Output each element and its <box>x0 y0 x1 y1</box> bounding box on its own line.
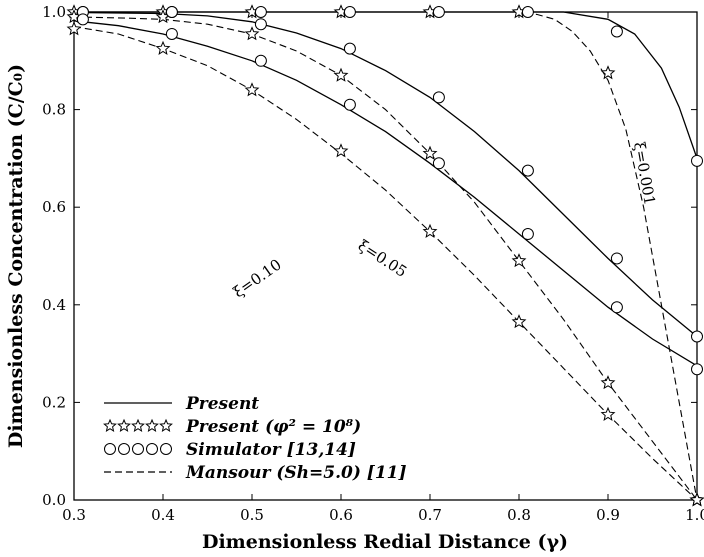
star-point-xi-005 <box>422 145 438 160</box>
x-tick-label: 0.5 <box>240 506 264 524</box>
legend-circle-marker <box>118 443 130 455</box>
present-line-xi-010 <box>73 20 698 367</box>
star-point-xi-005 <box>511 253 527 268</box>
x-tick-label: 0.9 <box>596 506 620 524</box>
x-tick-label: 0.7 <box>418 506 442 524</box>
circle-point-xi-010 <box>165 27 178 40</box>
circle-point-xi-010 <box>691 363 703 376</box>
legend-star-marker <box>103 418 117 432</box>
circle-point-xi-005 <box>254 18 267 31</box>
present-line-xi-005 <box>73 11 698 338</box>
mansour-dashed-line-xi-010 <box>73 26 698 501</box>
star-point-xi-005 <box>600 375 616 390</box>
circle-point-xi-005 <box>432 91 445 104</box>
circle-point-xi-0001 <box>432 6 445 18</box>
circle-point-xi-010 <box>521 228 534 241</box>
star-point-xi-010 <box>66 21 82 36</box>
legend: Present Present (φ² = 10⁸) Simulator [13… <box>103 394 407 483</box>
circle-point-xi-010 <box>610 301 623 314</box>
circle-point-xi-0001 <box>254 6 267 18</box>
legend-circle-marker <box>146 443 158 455</box>
legend-circle-marker <box>104 443 116 455</box>
y-axis-title: Dimensionless Concentration (C/C₀) <box>5 64 27 448</box>
circle-point-xi-005 <box>610 252 623 265</box>
legend-label-simulator: Simulator [13,14] <box>186 440 356 460</box>
star-point-xi-010 <box>600 406 616 421</box>
star-point-xi-010 <box>422 223 438 238</box>
star-point-xi-010 <box>689 492 704 507</box>
legend-star-marker <box>117 418 131 432</box>
annotation-xi-010: ξ=0.10 <box>230 255 285 301</box>
x-tick-label: 0.4 <box>151 506 175 524</box>
circle-point-xi-005 <box>521 164 534 177</box>
legend-label-mansour: Mansour (Sh=5.0) [11] <box>185 463 407 483</box>
circle-point-xi-0001 <box>691 154 703 167</box>
x-tick-label: 1.0 <box>685 506 704 524</box>
star-point-xi-010 <box>333 143 349 158</box>
y-tick-label: 1.0 <box>42 3 66 21</box>
star-point-xi-005 <box>333 67 349 82</box>
circle-point-xi-0001 <box>343 6 356 18</box>
x-tick-label: 0.8 <box>507 506 531 524</box>
legend-star-swatch <box>103 418 173 432</box>
y-tick-label: 0.8 <box>42 101 66 119</box>
circle-point-xi-010 <box>76 13 89 26</box>
star-point-xi-0001 <box>600 65 616 80</box>
star-point-xi-005 <box>244 26 260 41</box>
legend-star-marker <box>145 418 159 432</box>
circle-point-xi-0001 <box>610 25 623 38</box>
y-axis-ticks: 0.0 0.2 0.4 0.6 0.8 1.0 <box>42 3 697 509</box>
annotation-xi-005: ξ=0.05 <box>355 236 410 281</box>
legend-label-present: Present <box>185 394 259 414</box>
y-tick-label: 0.2 <box>42 393 66 411</box>
circle-point-xi-005 <box>165 6 178 18</box>
circle-point-xi-010 <box>254 54 267 67</box>
star-point-xi-010 <box>511 314 527 329</box>
y-tick-label: 0.0 <box>42 491 66 509</box>
legend-star-marker <box>131 418 145 432</box>
legend-circle-swatch <box>104 443 172 455</box>
x-tick-label: 0.6 <box>329 506 353 524</box>
series-layer <box>73 11 698 501</box>
star-point-xi-010 <box>155 40 171 55</box>
x-tick-label: 0.3 <box>62 506 86 524</box>
legend-circle-marker <box>132 443 144 455</box>
x-axis-ticks: 0.3 0.4 0.5 0.6 0.7 0.8 0.9 1.0 <box>62 12 704 524</box>
circle-point-xi-010 <box>432 157 445 170</box>
circle-point-xi-010 <box>343 98 356 111</box>
legend-star-marker <box>159 418 173 432</box>
x-axis-title: Dimensionless Redial Distance (γ) <box>202 531 568 553</box>
annotation-xi-0001: ξ=0.001 <box>630 141 659 207</box>
star-point-xi-010 <box>244 82 260 97</box>
marker-layer <box>66 4 704 507</box>
y-tick-label: 0.6 <box>42 198 66 216</box>
circle-point-xi-0001 <box>521 6 534 18</box>
circle-point-xi-005 <box>343 42 356 55</box>
y-tick-label: 0.4 <box>42 296 66 314</box>
legend-circle-marker <box>160 443 172 455</box>
legend-label-present-phi: Present (φ² = 10⁸) <box>185 417 361 437</box>
circle-point-xi-005 <box>691 330 703 343</box>
mansour-dashed-line-xi-005 <box>73 16 698 501</box>
